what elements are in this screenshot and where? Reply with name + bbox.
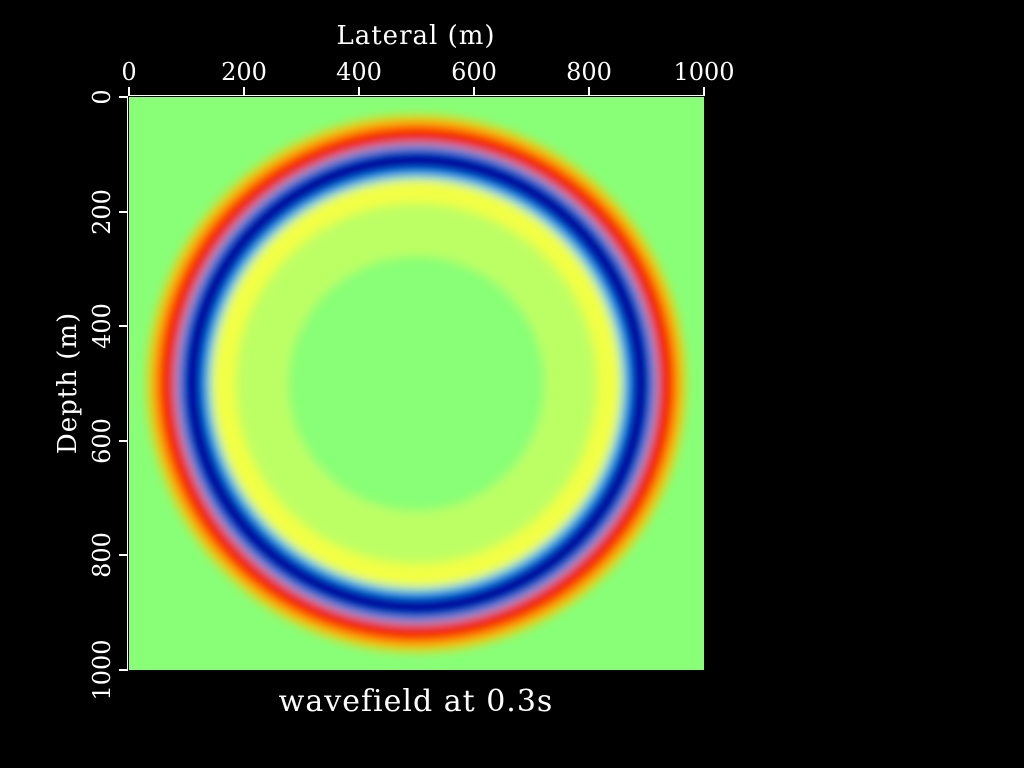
outer-lobe-core (165, 133, 668, 634)
x-tick (703, 87, 705, 96)
x-tick-label: 200 (221, 58, 267, 86)
inner-positive-lobe-halo (199, 166, 634, 601)
y-tick (119, 210, 128, 213)
y-tick-label: 800 (88, 532, 116, 579)
x-tick-label: 400 (336, 58, 382, 86)
x-axis-label: Lateral (m) (336, 21, 496, 51)
y-tick-label: 1000 (88, 639, 116, 701)
x-axis-line (129, 95, 704, 96)
x-tick (473, 87, 475, 96)
y-tick-label: 600 (88, 417, 116, 464)
chart-title: wavefield at 0.3s (278, 684, 554, 719)
plot-area (129, 97, 704, 670)
x-tick-label: 0 (121, 58, 137, 86)
inner-positive-lobe (211, 179, 622, 588)
heatmap-svg (129, 97, 704, 670)
y-axis-line (127, 97, 128, 670)
y-tick (119, 96, 128, 98)
x-tick (588, 87, 590, 96)
wavefront-rings (147, 115, 686, 652)
x-tick-label: 800 (566, 58, 612, 86)
y-tick (119, 669, 128, 671)
y-tick-label: 200 (88, 188, 116, 235)
x-tick (243, 87, 245, 96)
x-tick-label: 600 (451, 58, 497, 86)
y-tick (119, 554, 128, 557)
x-tick (358, 87, 360, 96)
y-tick-label: 400 (88, 303, 116, 350)
y-tick-label: 0 (88, 89, 116, 105)
y-tick (119, 439, 128, 442)
y-axis-label: Depth (m) (53, 311, 83, 455)
trough-core (187, 155, 646, 612)
x-tick (128, 87, 130, 96)
x-tick-label: 1000 (673, 58, 735, 86)
y-tick (119, 325, 128, 328)
